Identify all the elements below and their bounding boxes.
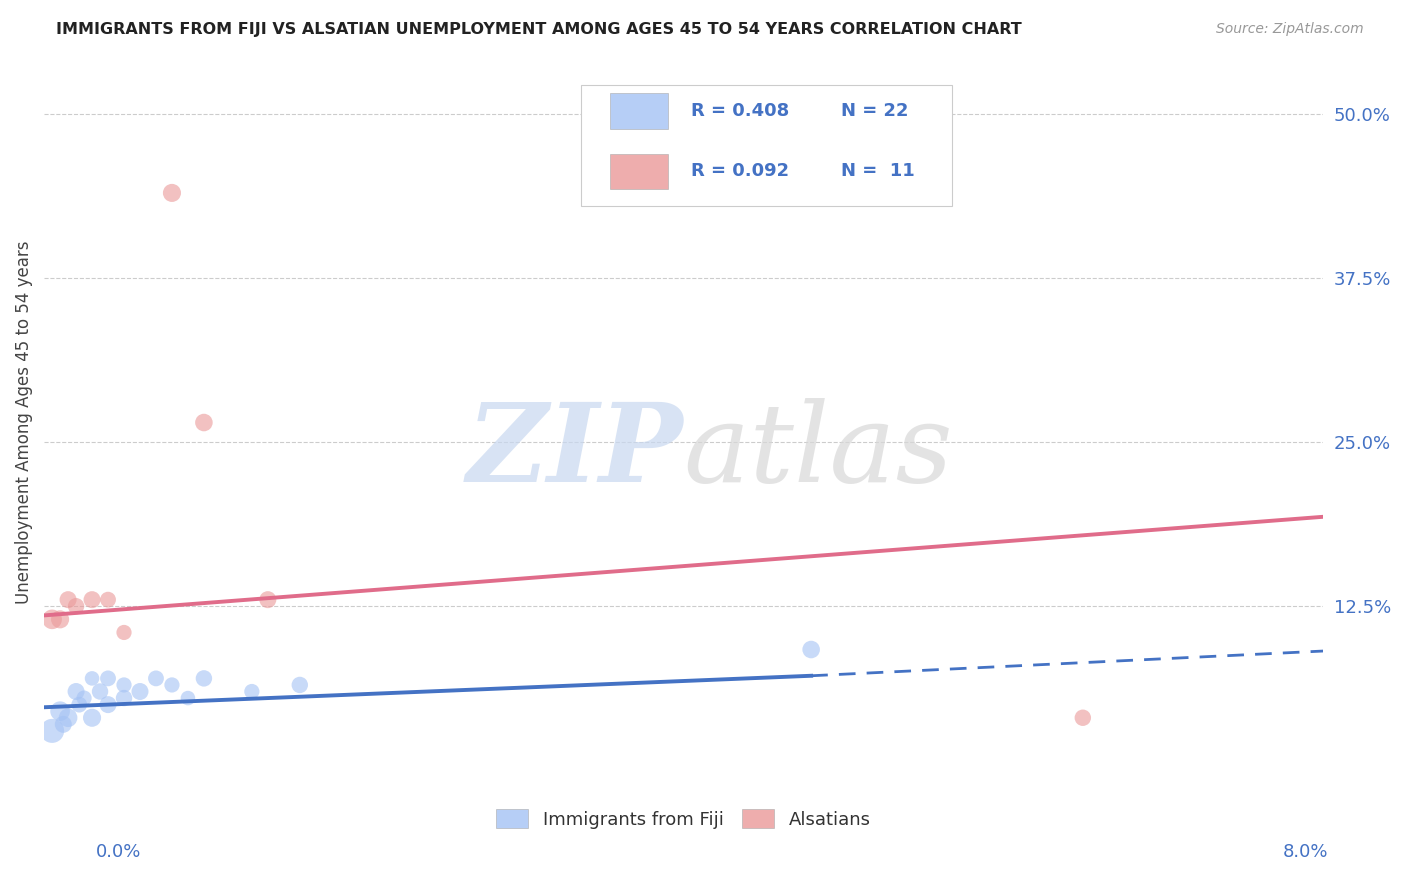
- Point: [129, 684, 152, 698]
- FancyBboxPatch shape: [610, 94, 668, 128]
- Point: [52, 717, 75, 731]
- Point: [41, 723, 63, 738]
- Point: [73, 691, 96, 706]
- Point: [80, 592, 103, 607]
- Point: [160, 186, 183, 200]
- Point: [288, 678, 311, 692]
- Text: R = 0.092: R = 0.092: [690, 162, 789, 180]
- Point: [49, 612, 72, 626]
- Text: 8.0%: 8.0%: [1284, 843, 1329, 861]
- Text: N =  11: N = 11: [841, 162, 914, 180]
- Point: [56, 711, 79, 725]
- Y-axis label: Unemployment Among Ages 45 to 54 years: Unemployment Among Ages 45 to 54 years: [15, 241, 32, 604]
- Point: [112, 678, 135, 692]
- Point: [49, 704, 72, 718]
- Text: IMMIGRANTS FROM FIJI VS ALSATIAN UNEMPLOYMENT AMONG AGES 45 TO 54 YEARS CORRELAT: IMMIGRANTS FROM FIJI VS ALSATIAN UNEMPLO…: [56, 22, 1022, 37]
- Point: [256, 592, 278, 607]
- Text: atlas: atlas: [683, 398, 953, 506]
- Point: [56, 592, 79, 607]
- Point: [112, 691, 135, 706]
- Point: [112, 625, 135, 640]
- Point: [89, 684, 111, 698]
- Text: 0.0%: 0.0%: [96, 843, 141, 861]
- Point: [65, 599, 87, 614]
- Point: [145, 672, 167, 686]
- Point: [193, 672, 215, 686]
- Legend: Immigrants from Fiji, Alsatians: Immigrants from Fiji, Alsatians: [489, 802, 877, 836]
- FancyBboxPatch shape: [581, 85, 952, 206]
- Point: [80, 711, 103, 725]
- Point: [1071, 711, 1094, 725]
- Point: [65, 684, 87, 698]
- Point: [177, 691, 200, 706]
- Point: [193, 416, 215, 430]
- Point: [800, 642, 823, 657]
- Point: [160, 678, 183, 692]
- Point: [80, 672, 103, 686]
- Text: ZIP: ZIP: [467, 398, 683, 506]
- Text: R = 0.408: R = 0.408: [690, 102, 789, 120]
- Point: [240, 684, 263, 698]
- Text: N = 22: N = 22: [841, 102, 908, 120]
- Text: Source: ZipAtlas.com: Source: ZipAtlas.com: [1216, 22, 1364, 37]
- Point: [97, 672, 120, 686]
- FancyBboxPatch shape: [610, 153, 668, 189]
- Point: [41, 612, 63, 626]
- Point: [97, 698, 120, 712]
- Point: [97, 592, 120, 607]
- Point: [67, 698, 90, 712]
